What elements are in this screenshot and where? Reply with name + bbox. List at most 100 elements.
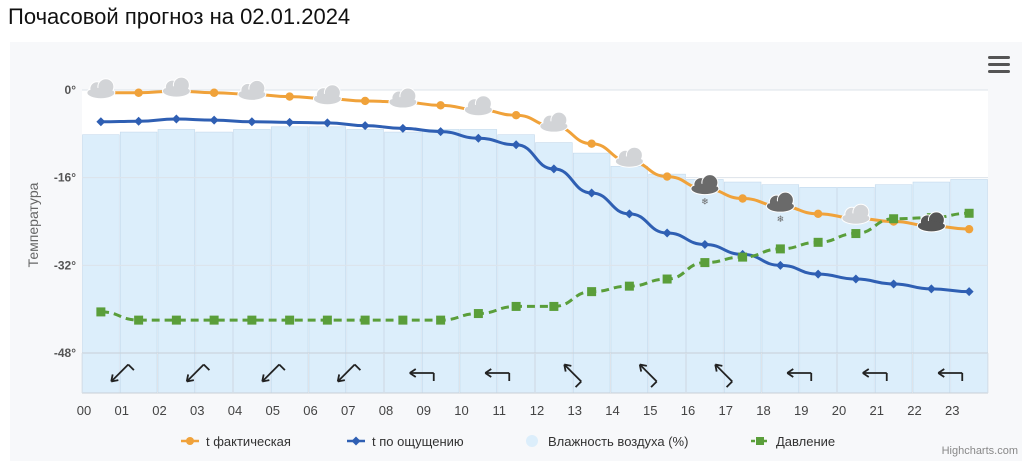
point-marker[interactable] <box>964 208 974 218</box>
wind-barb-icon <box>185 363 211 383</box>
point-marker[interactable] <box>511 301 521 311</box>
cloud-icon <box>463 95 493 117</box>
point-marker[interactable] <box>473 133 483 143</box>
wind-barb-icon <box>261 363 286 383</box>
humidity-bar[interactable] <box>384 131 422 394</box>
y-tick-label: 0° <box>65 83 77 97</box>
x-tick-label: 12 <box>530 403 544 418</box>
point-marker[interactable] <box>964 287 974 297</box>
point-marker[interactable] <box>662 228 672 238</box>
wind-barb-icon <box>714 363 733 388</box>
humidity-bar[interactable] <box>195 131 233 394</box>
point-marker[interactable] <box>624 281 634 291</box>
point-marker[interactable] <box>926 284 936 294</box>
point-marker[interactable] <box>851 229 861 239</box>
point-marker[interactable] <box>247 117 257 127</box>
point-marker[interactable] <box>134 88 143 97</box>
x-tick-label: 18 <box>756 403 770 418</box>
point-marker[interactable] <box>171 114 181 124</box>
point-marker[interactable] <box>813 269 823 279</box>
humidity-columns <box>82 90 988 394</box>
point-marker[interactable] <box>209 88 219 97</box>
point-marker[interactable] <box>473 309 483 319</box>
legend-item[interactable]: Влажность воздуха (%) <box>526 434 688 449</box>
point-marker[interactable] <box>209 315 219 325</box>
point-marker[interactable] <box>889 214 899 224</box>
humidity-bar[interactable] <box>723 181 762 394</box>
point-marker[interactable] <box>436 315 446 325</box>
point-marker[interactable] <box>738 252 748 262</box>
point-marker[interactable] <box>209 115 219 125</box>
point-marker[interactable] <box>511 111 521 120</box>
point-marker[interactable] <box>662 172 672 181</box>
humidity-bar[interactable] <box>119 131 158 394</box>
x-tick-label: 21 <box>870 403 884 418</box>
point-marker[interactable] <box>322 118 332 128</box>
point-marker[interactable] <box>96 117 106 127</box>
point-marker[interactable] <box>436 101 445 110</box>
point-marker[interactable] <box>624 209 634 219</box>
humidity-bar[interactable] <box>686 179 724 394</box>
point-marker[interactable] <box>813 237 823 247</box>
point-marker[interactable] <box>134 116 144 126</box>
point-marker[interactable] <box>775 244 785 254</box>
point-marker[interactable] <box>549 301 559 311</box>
point-marker[interactable] <box>360 315 370 325</box>
snow-cloud-icon: ❄ <box>765 191 795 224</box>
point-marker[interactable] <box>360 121 370 131</box>
cloud-icon <box>539 111 569 133</box>
point-marker[interactable] <box>587 287 597 297</box>
x-tick-label: 08 <box>379 403 393 418</box>
point-marker[interactable] <box>398 123 408 133</box>
point-marker[interactable] <box>889 279 899 289</box>
context-menu-icon[interactable] <box>988 56 1010 74</box>
point-marker[interactable] <box>398 315 408 325</box>
point-marker[interactable] <box>285 117 295 127</box>
humidity-bar[interactable] <box>346 129 384 394</box>
point-marker[interactable] <box>851 274 861 284</box>
point-marker[interactable] <box>775 260 785 270</box>
humidity-bar[interactable] <box>421 129 460 394</box>
wind-barb-icon <box>336 363 362 383</box>
legend-item[interactable]: t фактическая <box>181 434 291 449</box>
point-marker[interactable] <box>322 315 332 325</box>
x-tick-label: 04 <box>228 403 242 418</box>
credits[interactable]: Highcharts.com <box>941 445 1018 457</box>
point-marker[interactable] <box>96 307 106 317</box>
point-marker[interactable] <box>285 92 294 101</box>
humidity-bar[interactable] <box>610 165 649 394</box>
point-marker[interactable] <box>511 140 521 150</box>
legend-label: t фактическая <box>206 434 291 449</box>
humidity-bar[interactable] <box>535 142 573 394</box>
point-marker[interactable] <box>285 315 295 325</box>
x-tick-label: 23 <box>945 403 959 418</box>
humidity-bar[interactable] <box>761 184 800 394</box>
point-marker[interactable] <box>587 188 597 198</box>
point-marker[interactable] <box>587 139 596 148</box>
legend-item[interactable]: t по ощущению <box>347 434 464 449</box>
humidity-bar[interactable] <box>308 126 347 394</box>
point-marker[interactable] <box>247 315 257 325</box>
chart-container: 00 01 02 03 04 05 06 07 08 09 10 11 12 13 14 15 16 17 18 19… <box>10 42 1022 461</box>
point-marker[interactable] <box>964 224 974 234</box>
point-marker[interactable] <box>700 240 710 250</box>
point-marker[interactable] <box>360 96 370 106</box>
wind-barb-icon <box>786 368 813 381</box>
point-marker[interactable] <box>171 315 181 325</box>
humidity-bar[interactable] <box>157 129 196 394</box>
x-tick-label: 13 <box>568 403 582 418</box>
humidity-bar[interactable] <box>648 173 686 394</box>
legend[interactable]: t фактическая t по ощущению Влажность возд… <box>181 434 835 449</box>
wind-barb-icon <box>484 368 511 381</box>
wind-barb-icon <box>937 368 964 381</box>
wind-barb-icon <box>862 368 888 381</box>
legend-item[interactable]: Давление <box>751 434 835 449</box>
point-marker[interactable] <box>813 209 823 219</box>
humidity-bar[interactable] <box>799 187 837 394</box>
point-marker[interactable] <box>738 194 747 203</box>
page-title: Почасовой прогноз на 02.01.2024 <box>8 4 351 29</box>
point-marker[interactable] <box>134 315 144 325</box>
point-marker[interactable] <box>549 164 559 174</box>
point-marker[interactable] <box>662 274 672 284</box>
point-marker[interactable] <box>700 258 710 268</box>
